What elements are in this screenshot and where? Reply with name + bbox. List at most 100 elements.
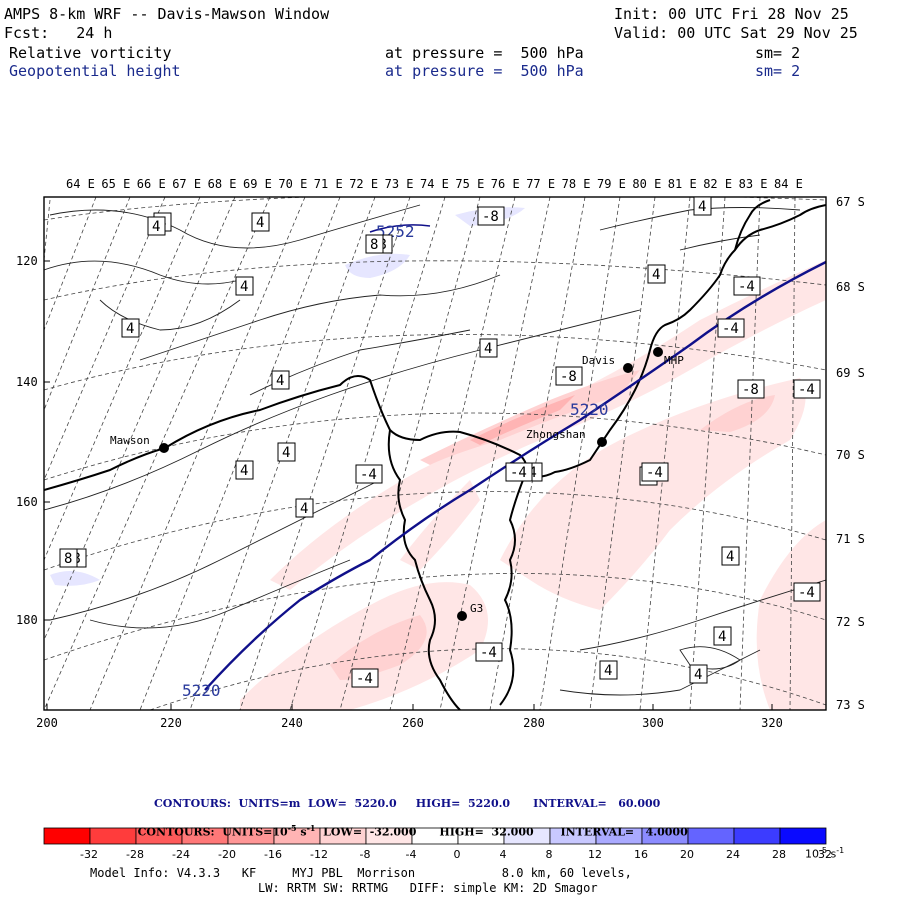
vort-label: 4 — [698, 199, 706, 215]
y-tick-label: 180 — [16, 613, 38, 627]
field1-name: Relative vorticity — [9, 44, 172, 62]
field2-level: at pressure = 500 hPa — [385, 62, 584, 80]
colorbar-label: -4 — [406, 848, 417, 861]
cbar-unit-sup2: -1 — [836, 846, 845, 855]
colorbar-segment — [733, 827, 781, 845]
vort-label-box — [121, 318, 140, 338]
vort-label-box — [689, 664, 708, 684]
vort-label-box — [505, 462, 533, 482]
vort-label-box — [251, 212, 270, 232]
lon-label: 64 E — [66, 177, 95, 191]
colorbar-label: -8 — [360, 848, 371, 861]
station-marker — [623, 363, 633, 373]
vort-label-box — [147, 216, 166, 236]
x-tick-label: 320 — [761, 716, 783, 730]
vort-contours-info: CONTOURS: UNITS=10-5 s-1 LOW= -32.000 HI… — [130, 810, 688, 839]
station-label: Mawson — [110, 434, 150, 447]
vort-label: -4 — [480, 645, 497, 661]
colorbar-label: 0 — [454, 848, 461, 861]
model-info-line2: LW: RRTM SW: RRTMG DIFF: simple KM: 2D S… — [258, 881, 598, 895]
vort-label: -4 — [798, 382, 815, 398]
vort-label: 4 — [276, 373, 284, 389]
vort-label: 4 — [604, 663, 612, 679]
colorbar-label: 8 — [546, 848, 553, 861]
vort-info-sup2: -1 — [306, 823, 316, 833]
colorbar-label: 20 — [680, 848, 694, 861]
colorbar-label: 4 — [500, 848, 507, 861]
vort-label: -8 — [742, 382, 759, 398]
vort-label-box — [59, 548, 78, 568]
vort-label-box — [351, 668, 379, 688]
chart-title: AMPS 8-km WRF -- Davis-Mawson Window — [4, 5, 330, 23]
station-label: G3 — [470, 602, 483, 615]
colorbar-label: -32 — [80, 848, 98, 861]
vort-label-box — [271, 370, 290, 390]
vort-label: -8 — [482, 209, 499, 225]
lat-label: 68 S — [836, 280, 865, 294]
lon-label: 83 E — [739, 177, 768, 191]
vort-label: 4 — [256, 215, 264, 231]
vort-label-box — [355, 464, 383, 484]
x-tick-label: 200 — [36, 716, 58, 730]
cbar-unit-s: s — [826, 847, 837, 861]
vort-label-box — [555, 366, 583, 386]
cbar-unit-base: 10 — [805, 847, 819, 861]
lon-label: 71 E — [314, 177, 343, 191]
vort-info-s: s — [296, 825, 307, 839]
x-tick-label: 300 — [642, 716, 664, 730]
lon-label: 66 E — [137, 177, 166, 191]
lon-label: 73 E — [385, 177, 414, 191]
lon-label: 68 E — [208, 177, 237, 191]
vort-label-box — [599, 660, 618, 680]
vort-label: 4 — [240, 279, 248, 295]
lon-label: 78 E — [562, 177, 591, 191]
lon-label: 70 E — [278, 177, 307, 191]
y-tick-label: 140 — [16, 375, 38, 389]
lon-label: 69 E — [243, 177, 272, 191]
vort-label: -4 — [722, 321, 739, 337]
vort-label-box — [295, 498, 314, 518]
lon-label: 75 E — [455, 177, 484, 191]
x-tick-label: 260 — [402, 716, 424, 730]
vort-label: 8 — [64, 551, 72, 567]
lon-label: 74 E — [420, 177, 449, 191]
colorbar-label: -16 — [264, 848, 282, 861]
vort-label: -4 — [798, 585, 815, 601]
y-tick-label: 160 — [16, 495, 38, 509]
station-label: Davis — [582, 354, 615, 367]
field1-smooth: sm= 2 — [755, 44, 801, 62]
lon-label: 67 E — [172, 177, 201, 191]
station-marker — [457, 611, 467, 621]
vort-label: 4 — [726, 549, 734, 565]
vort-label: 4 — [718, 629, 726, 645]
vort-label: -4 — [738, 279, 755, 295]
vort-label: 8 — [370, 237, 378, 253]
lon-label: 80 E — [632, 177, 661, 191]
vort-label: 4 — [300, 501, 308, 517]
lon-label: 82 E — [703, 177, 732, 191]
vort-label-box — [477, 206, 505, 226]
colorbar-unit: 10-5 s-1 — [805, 846, 844, 861]
lon-label: 76 E — [491, 177, 520, 191]
vort-label-box — [737, 379, 765, 399]
station-marker — [653, 347, 663, 357]
vort-label-box — [713, 626, 732, 646]
vort-info-sup: -5 — [287, 823, 297, 833]
vort-label: -8 — [560, 369, 577, 385]
colorbar-segment — [687, 827, 735, 845]
vort-label: -4 — [510, 465, 527, 481]
lat-label: 72 S — [836, 615, 865, 629]
init-time: Init: 00 UTC Fri 28 Nov 25 — [614, 5, 849, 23]
vort-label-box — [475, 642, 503, 662]
lat-label: 69 S — [836, 366, 865, 380]
vort-label-box — [365, 234, 384, 254]
x-tick-label: 240 — [281, 716, 303, 730]
vort-label-box — [717, 318, 745, 338]
height-contour-5220 — [204, 260, 826, 691]
vort-label: 4 — [282, 445, 290, 461]
colorbar-label: -12 — [310, 848, 328, 861]
lon-label: 72 E — [349, 177, 378, 191]
colorbar-segment — [43, 827, 91, 845]
height-contour-5252 — [369, 224, 431, 233]
height-label: 5220 — [182, 681, 221, 700]
